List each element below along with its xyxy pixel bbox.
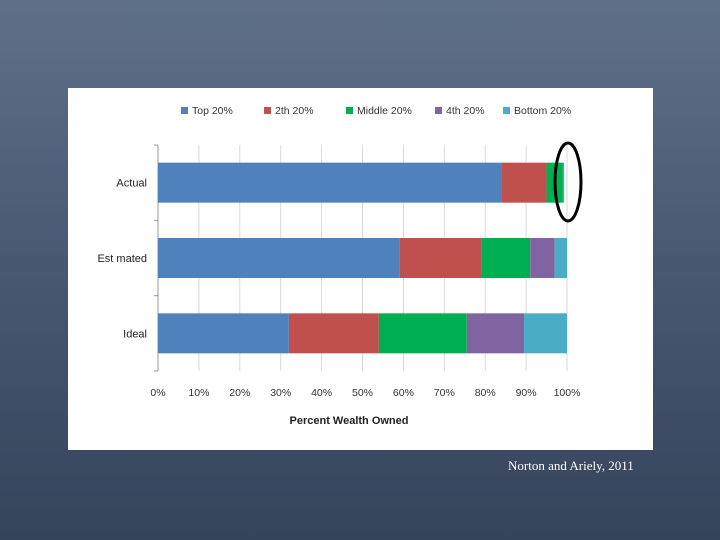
legend-swatch	[181, 107, 188, 114]
x-axis-label: Percent Wealth Owned	[290, 415, 409, 427]
stacked-bar-chart: 0% 10% 20% 30% 40% 50% 60% 70% 80% 90% 100% Actual E…	[97, 105, 583, 427]
chart-panel: 0% 10% 20% 30% 40% 50% 60% 70% 80% 90% 100% Actual E…	[68, 88, 653, 450]
x-tick-label: 20%	[229, 387, 250, 399]
x-tick-label: 0%	[150, 387, 165, 399]
y-tick-label: Actual	[116, 178, 147, 190]
legend-label: Bottom 20%	[514, 105, 571, 117]
legend-swatch	[264, 107, 271, 114]
y-tick-label: Ideal	[123, 328, 147, 340]
x-tick-label: 70%	[434, 387, 455, 399]
bar-segment	[158, 313, 289, 354]
legend-swatch	[503, 107, 510, 114]
bar-segment	[562, 162, 564, 203]
bar-segment	[288, 313, 379, 354]
x-tick-label: 30%	[270, 387, 291, 399]
legend-label: 4th 20%	[446, 105, 485, 117]
x-tick-label: 50%	[352, 387, 373, 399]
citation: Norton and Ariely, 2011	[508, 458, 634, 473]
x-tick-label: 10%	[188, 387, 209, 399]
bar-segment	[501, 162, 547, 203]
bar-segment	[158, 162, 502, 203]
legend-label: Middle 20%	[357, 105, 412, 117]
bar-segment	[530, 238, 555, 278]
legend-swatch	[435, 107, 442, 114]
legend-swatch	[346, 107, 353, 114]
bar-segment	[399, 238, 482, 278]
highlight-oval	[553, 141, 583, 223]
y-tick-label: Est mated	[97, 253, 147, 265]
bar-segment	[378, 313, 467, 354]
x-tick-label: 80%	[475, 387, 496, 399]
bar-segment	[466, 313, 525, 354]
bar-segment	[158, 238, 400, 278]
bars	[158, 162, 567, 354]
legend-label: 2th 20%	[275, 105, 314, 117]
x-tick-label: 40%	[311, 387, 332, 399]
bar-segment	[554, 238, 567, 278]
x-tick-label: 100%	[554, 387, 581, 399]
x-tick-label: 90%	[516, 387, 537, 399]
x-tick-label: 60%	[393, 387, 414, 399]
bar-segment	[524, 313, 567, 354]
legend-label: Top 20%	[192, 105, 233, 117]
bar-segment	[481, 238, 531, 278]
legend: Top 20% 2th 20% Middle 20% 4th 20% Bottom 20…	[181, 105, 571, 117]
axes: 0% 10% 20% 30% 40% 50% 60% 70% 80% 90% 100% Actual E…	[97, 144, 581, 399]
